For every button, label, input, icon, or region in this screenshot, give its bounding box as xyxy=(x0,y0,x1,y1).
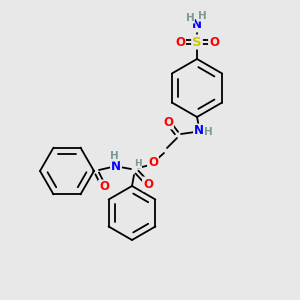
Text: H: H xyxy=(134,160,142,169)
Text: H: H xyxy=(198,11,206,21)
Text: O: O xyxy=(209,35,219,49)
Text: O: O xyxy=(175,35,185,49)
Text: N: N xyxy=(192,19,202,32)
Text: H: H xyxy=(186,13,194,23)
Text: O: O xyxy=(163,116,173,128)
Text: H: H xyxy=(204,127,212,137)
Text: O: O xyxy=(99,181,109,194)
Text: O: O xyxy=(148,157,158,169)
Text: H: H xyxy=(110,151,118,161)
Text: S: S xyxy=(192,35,202,49)
Text: N: N xyxy=(111,160,121,172)
Text: N: N xyxy=(194,124,204,137)
Text: O: O xyxy=(143,178,153,190)
